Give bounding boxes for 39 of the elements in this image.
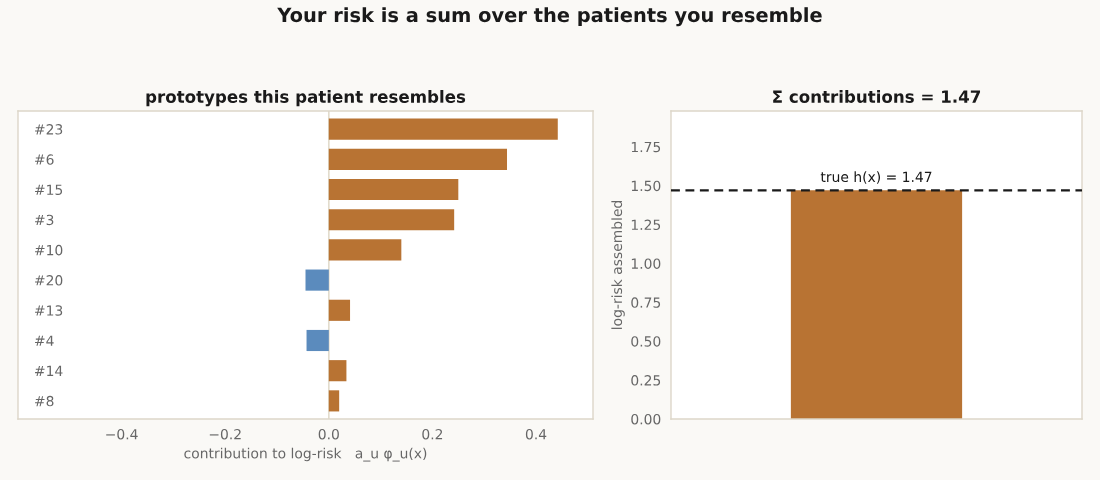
y-tick-label: 0.75 <box>631 297 661 308</box>
y-tick-label: 1.25 <box>631 219 661 231</box>
bar <box>328 118 558 140</box>
x-tick-label: −0.4 <box>106 428 138 440</box>
x-axis-title: contribution to log-risk a_u φ_u(x) <box>184 447 427 462</box>
y-tick-label: 1.75 <box>631 141 661 153</box>
x-tick-label: 0.4 <box>525 428 547 440</box>
y-tick-label: #3 <box>35 214 54 226</box>
y-tick-label: 0.50 <box>631 336 661 347</box>
x-tick-label: 0.2 <box>422 428 443 440</box>
y-tick-label: #8 <box>35 395 54 407</box>
bar <box>328 390 340 412</box>
chart-title: Your risk is a sum over the patients you resemble <box>277 7 822 27</box>
bar <box>328 299 351 321</box>
y-tick-label: #6 <box>35 154 54 165</box>
y-tick-label: 0.00 <box>631 413 661 425</box>
y-tick-label: #20 <box>35 275 63 286</box>
x-tick-label: −0.2 <box>209 428 241 440</box>
y-tick-label: #15 <box>35 184 63 195</box>
ref-line-label: true h(x) = 1.47 <box>820 171 932 184</box>
y-tick-label: #13 <box>35 305 63 316</box>
chart-title: Σ contributions = 1.47 <box>773 90 981 103</box>
bar <box>328 209 455 231</box>
bar <box>328 178 459 201</box>
bar <box>328 148 508 170</box>
y-tick-label: #4 <box>35 335 54 346</box>
chart-subtitle: prototypes this patient resembles <box>146 90 466 107</box>
bar <box>306 329 329 352</box>
bar <box>328 239 402 261</box>
y-tick-label: 1.50 <box>631 180 661 192</box>
y-tick-label: 0.25 <box>631 375 661 386</box>
y-tick-label: 1.00 <box>631 258 661 269</box>
y-tick-label: #10 <box>35 244 63 256</box>
y-tick-label: #23 <box>35 124 63 135</box>
y-axis-title: log-risk assembled <box>611 200 625 329</box>
x-tick-label: 0.0 <box>318 428 339 440</box>
y-tick-label: #14 <box>35 365 63 376</box>
bar <box>328 360 347 382</box>
bar <box>305 269 329 291</box>
